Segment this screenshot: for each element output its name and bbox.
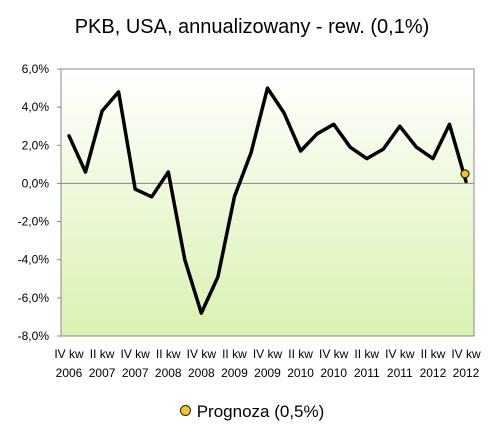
x-tick-label-quarter: IV kw [187,347,217,361]
x-tick-label-year: 2012 [453,366,480,380]
x-tick-label-quarter: II kw [222,347,247,361]
y-tick-label: -4,0% [18,253,50,267]
x-tick-label-year: 2012 [420,366,447,380]
x-tick-label-quarter: IV kw [319,347,349,361]
x-tick-label-year: 2009 [254,366,281,380]
y-tick-label: 0,0% [22,176,50,190]
x-tick-label-quarter: II kw [90,347,115,361]
y-tick-label: 4,0% [22,100,50,114]
forecast-point [460,169,470,179]
x-tick-label-year: 2008 [188,366,215,380]
x-tick-label-quarter: IV kw [253,347,283,361]
x-tick-label-year: 2010 [320,366,347,380]
series-line [67,86,468,315]
legend: Prognoza (0,5%) [0,402,504,422]
y-tick-label: -6,0% [18,291,50,305]
x-tick-label-year: 2008 [155,366,182,380]
x-tick-label-year: 2007 [89,366,116,380]
x-tick-label-year: 2009 [221,366,248,380]
y-tick-label: 2,0% [22,138,50,152]
legend-forecast-marker [179,405,191,417]
x-tick-label-year: 2007 [122,366,149,380]
x-tick-label-quarter: IV kw [54,347,84,361]
y-tick-label: -8,0% [18,329,50,343]
x-tick-label-year: 2006 [56,366,83,380]
chart-title: PKB, USA, annualizowany - rew. (0,1%) [74,16,430,38]
y-tick-label: -2,0% [18,215,50,229]
x-tick-label-year: 2011 [354,366,380,380]
x-tick-label-quarter: II kw [156,347,181,361]
plot-area [60,68,475,337]
x-tick-label-quarter: II kw [421,347,446,361]
x-tick-label-quarter: II kw [354,347,379,361]
x-tick-label-quarter: IV kw [385,347,415,361]
x-tick-label-quarter: II kw [288,347,313,361]
x-tick-label-year: 2011 [387,366,413,380]
x-tick-label-year: 2010 [287,366,314,380]
legend-forecast-label: Prognoza (0,5%) [196,402,325,421]
x-tick-label-quarter: IV kw [451,347,481,361]
x-tick-label-quarter: IV kw [120,347,150,361]
y-tick-label: 6,0% [22,62,50,76]
